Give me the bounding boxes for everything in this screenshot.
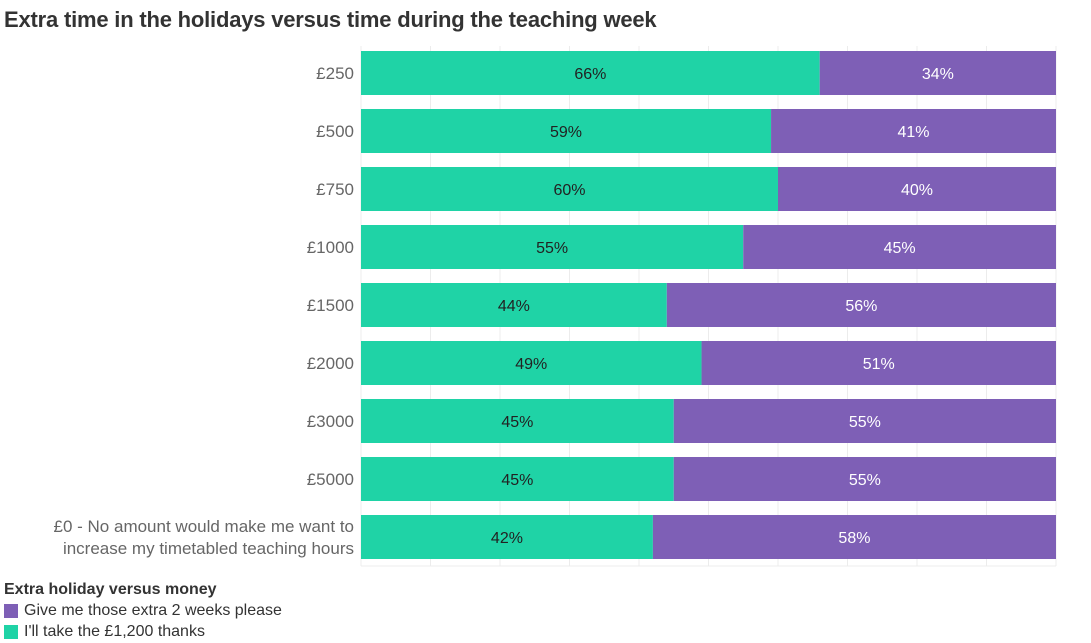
bar-money — [361, 225, 744, 269]
data-label: 55% — [536, 240, 568, 257]
bar-money — [361, 515, 653, 559]
data-label: 41% — [898, 124, 930, 141]
bar-money — [361, 51, 820, 95]
category-label: £1500 — [307, 296, 354, 315]
data-label: 40% — [901, 182, 933, 199]
data-label: 55% — [849, 414, 881, 431]
bar-holiday — [673, 399, 1056, 443]
data-label: 59% — [550, 124, 582, 141]
category-label: £0 - No amount would make me want to incr… — [54, 517, 354, 558]
bar-money — [361, 167, 778, 211]
category-label: £5000 — [307, 470, 354, 489]
category-label: £500 — [316, 122, 354, 141]
legend-item: I'll take the £1,200 thanks — [4, 621, 282, 642]
data-label: 60% — [553, 182, 585, 199]
legend-label: I'll take the £1,200 thanks — [24, 623, 205, 640]
data-label: 42% — [491, 530, 523, 547]
bar-group: 66% 34% 59% 41% 60% 40% 55% 45% 44% 56% 49% 51% 45% 5… — [361, 51, 1056, 559]
data-label: 49% — [515, 356, 547, 373]
category-label: £1000 — [307, 238, 354, 257]
bar-money — [361, 457, 674, 501]
chart-title: Extra time in the holidays versus time d… — [4, 7, 657, 32]
bar-holiday — [673, 457, 1056, 501]
bar-holiday — [701, 341, 1056, 385]
bar-money — [361, 399, 674, 443]
bar-money — [361, 341, 702, 385]
stacked-bar-chart: 66% 34% 59% 41% 60% 40% 55% 45% 44% 56% 49% 51% 45% 5… — [54, 46, 1057, 567]
category-label: £250 — [316, 64, 354, 83]
data-label: 45% — [501, 414, 533, 431]
category-label: £750 — [316, 180, 354, 199]
category-label: £2000 — [307, 354, 354, 373]
legend-swatch — [4, 624, 18, 639]
legend: Extra holiday versus money Give me those… — [4, 580, 282, 642]
category-label: £3000 — [307, 412, 354, 431]
data-label: 51% — [863, 356, 895, 373]
data-label: 34% — [922, 66, 954, 83]
data-label: 45% — [501, 472, 533, 489]
bar-holiday — [771, 109, 1056, 153]
bar-holiday — [652, 515, 1056, 559]
bar-holiday — [743, 225, 1056, 269]
data-label: 56% — [845, 298, 877, 315]
bar-money — [361, 109, 772, 153]
legend-title: Extra holiday versus money — [4, 581, 217, 598]
legend-swatch — [4, 603, 18, 618]
data-label: 45% — [884, 240, 916, 257]
data-label: 55% — [849, 472, 881, 489]
bar-money — [361, 283, 667, 327]
data-label: 66% — [574, 66, 606, 83]
bar-holiday — [666, 283, 1056, 327]
legend-item: Give me those extra 2 weeks please — [4, 600, 282, 621]
category-labels: £250 £500 £750 £1000 £1500 £2000 £3000 £5000 £0 … — [54, 64, 354, 558]
data-label: 44% — [498, 298, 530, 315]
bar-holiday — [778, 167, 1056, 211]
bar-holiday — [819, 51, 1056, 95]
data-label: 58% — [838, 530, 870, 547]
legend-label: Give me those extra 2 weeks please — [24, 602, 282, 619]
